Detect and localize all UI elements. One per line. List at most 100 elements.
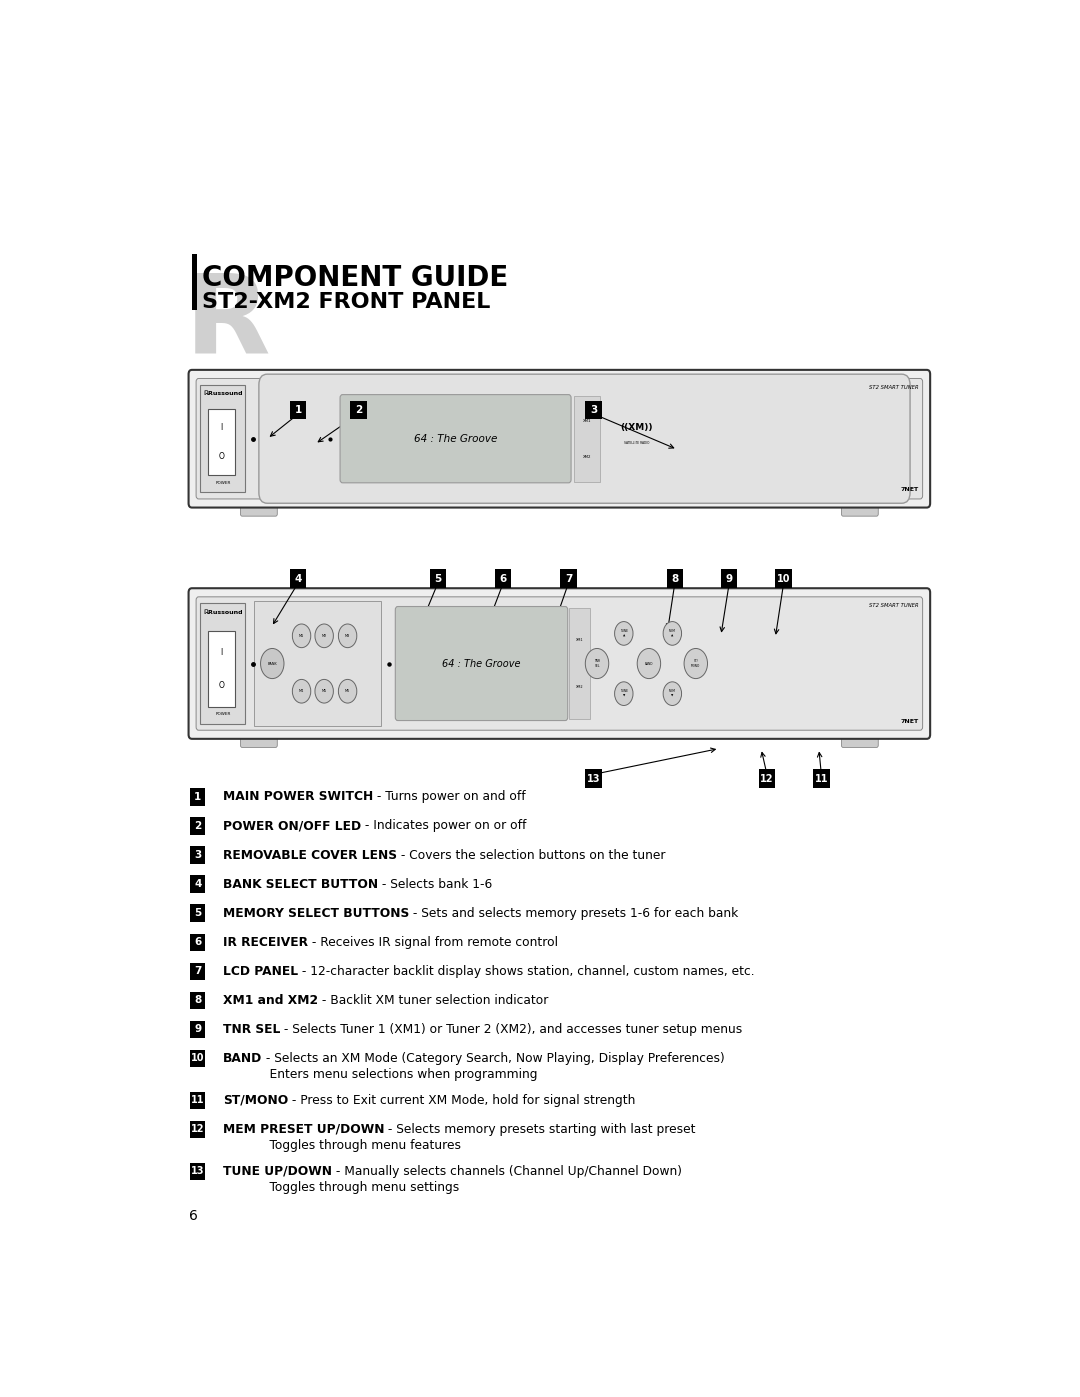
- Text: - Sets and selects memory presets 1-6 for each bank: - Sets and selects memory presets 1-6 fo…: [409, 907, 739, 919]
- Text: Toggles through menu settings: Toggles through menu settings: [222, 1180, 459, 1193]
- FancyBboxPatch shape: [190, 1049, 205, 1067]
- Text: TNR
SEL: TNR SEL: [594, 659, 600, 668]
- Text: XM1 and XM2: XM1 and XM2: [222, 993, 318, 1007]
- FancyBboxPatch shape: [189, 588, 930, 739]
- Text: ST2 SMART TUNER: ST2 SMART TUNER: [868, 604, 918, 608]
- FancyBboxPatch shape: [350, 401, 367, 419]
- Bar: [192, 254, 197, 310]
- FancyBboxPatch shape: [775, 570, 792, 588]
- FancyBboxPatch shape: [190, 904, 205, 922]
- Text: ((XM)): ((XM)): [620, 423, 652, 433]
- Circle shape: [585, 648, 609, 679]
- FancyBboxPatch shape: [759, 770, 775, 788]
- Text: - Selects bank 1-6: - Selects bank 1-6: [378, 877, 492, 890]
- Circle shape: [338, 679, 356, 703]
- Text: 4: 4: [295, 574, 302, 584]
- Text: ST/MONO: ST/MONO: [222, 1094, 288, 1106]
- Text: LCD PANEL: LCD PANEL: [222, 965, 298, 978]
- FancyBboxPatch shape: [190, 1162, 205, 1180]
- Text: 5: 5: [434, 574, 442, 584]
- Text: - Backlit XM tuner selection indicator: - Backlit XM tuner selection indicator: [318, 993, 549, 1007]
- Text: XM1: XM1: [576, 638, 583, 641]
- Text: - 12-character backlit display shows station, channel, custom names, etc.: - 12-character backlit display shows sta…: [298, 965, 755, 978]
- Text: 7NET: 7NET: [901, 488, 918, 493]
- Text: POWER ON/OFF LED: POWER ON/OFF LED: [222, 820, 361, 833]
- FancyBboxPatch shape: [561, 570, 577, 588]
- Text: POWER: POWER: [215, 481, 230, 485]
- FancyBboxPatch shape: [813, 770, 829, 788]
- Text: MEM
▼: MEM ▼: [669, 689, 676, 698]
- Circle shape: [315, 679, 334, 703]
- FancyBboxPatch shape: [190, 817, 205, 834]
- Text: M3: M3: [345, 634, 350, 638]
- Text: 2: 2: [194, 821, 201, 831]
- Circle shape: [260, 648, 284, 679]
- Text: O: O: [218, 453, 225, 461]
- Text: XM2: XM2: [583, 454, 591, 458]
- FancyBboxPatch shape: [573, 395, 600, 482]
- FancyBboxPatch shape: [395, 606, 568, 721]
- FancyBboxPatch shape: [190, 1021, 205, 1038]
- Text: 1: 1: [295, 405, 301, 415]
- Text: SATELLITE RADIO: SATELLITE RADIO: [623, 441, 649, 446]
- FancyBboxPatch shape: [721, 570, 738, 588]
- Text: - Manually selects channels (Channel Up/Channel Down): - Manually selects channels (Channel Up/…: [332, 1165, 681, 1178]
- Text: M4: M4: [299, 689, 305, 693]
- Text: 9: 9: [194, 1024, 201, 1034]
- Text: 64 : The Groove: 64 : The Groove: [443, 658, 521, 669]
- FancyBboxPatch shape: [190, 933, 205, 951]
- Text: 3: 3: [590, 405, 597, 415]
- Text: Enters menu selections when programming: Enters menu selections when programming: [222, 1067, 538, 1081]
- FancyBboxPatch shape: [841, 731, 878, 747]
- Text: 64 : The Groove: 64 : The Groove: [414, 433, 497, 444]
- Text: 6: 6: [189, 1210, 199, 1224]
- Text: 4: 4: [194, 879, 202, 888]
- Text: ℝRussound: ℝRussound: [204, 391, 243, 397]
- Text: - Receives IR signal from remote control: - Receives IR signal from remote control: [308, 936, 558, 949]
- Text: POWER: POWER: [215, 712, 230, 717]
- FancyBboxPatch shape: [291, 401, 307, 419]
- Text: - Selects memory presets starting with last preset: - Selects memory presets starting with l…: [384, 1123, 696, 1136]
- FancyBboxPatch shape: [207, 408, 234, 475]
- Text: BANK: BANK: [268, 662, 278, 665]
- FancyBboxPatch shape: [190, 876, 205, 893]
- Text: 10: 10: [777, 574, 791, 584]
- Text: M1: M1: [299, 634, 305, 638]
- Circle shape: [338, 624, 356, 648]
- Text: 13: 13: [191, 1166, 204, 1176]
- Text: I: I: [220, 423, 222, 432]
- Text: 1: 1: [194, 792, 201, 802]
- FancyBboxPatch shape: [259, 374, 910, 503]
- FancyBboxPatch shape: [190, 963, 205, 979]
- FancyBboxPatch shape: [241, 499, 278, 515]
- FancyBboxPatch shape: [585, 770, 602, 788]
- FancyBboxPatch shape: [200, 604, 245, 724]
- Text: MAIN POWER SWITCH: MAIN POWER SWITCH: [222, 791, 373, 803]
- Text: R: R: [186, 270, 271, 377]
- FancyBboxPatch shape: [495, 570, 512, 588]
- FancyBboxPatch shape: [197, 379, 922, 499]
- Circle shape: [637, 648, 661, 679]
- Circle shape: [315, 624, 334, 648]
- Text: 8: 8: [672, 574, 678, 584]
- Text: 12: 12: [760, 774, 773, 784]
- FancyBboxPatch shape: [190, 992, 205, 1009]
- Text: 8: 8: [194, 995, 201, 1006]
- Text: ST/
MONO: ST/ MONO: [691, 659, 701, 668]
- Text: 7: 7: [565, 574, 572, 584]
- Text: TUNE
▼: TUNE ▼: [620, 689, 627, 698]
- Text: MEM PRESET UP/DOWN: MEM PRESET UP/DOWN: [222, 1123, 384, 1136]
- Text: - Press to Exit current XM Mode, hold for signal strength: - Press to Exit current XM Mode, hold fo…: [288, 1094, 635, 1106]
- Text: 12: 12: [191, 1125, 204, 1134]
- Circle shape: [293, 624, 311, 648]
- Text: MEM
▲: MEM ▲: [669, 629, 676, 637]
- Text: 11: 11: [191, 1095, 204, 1105]
- FancyBboxPatch shape: [340, 394, 571, 483]
- FancyBboxPatch shape: [666, 570, 683, 588]
- Text: 6: 6: [194, 937, 201, 947]
- Text: 11: 11: [814, 774, 828, 784]
- Text: BAND: BAND: [222, 1052, 262, 1065]
- Text: XM1: XM1: [583, 419, 591, 423]
- Text: TUNE
▲: TUNE ▲: [620, 629, 627, 637]
- Circle shape: [293, 679, 311, 703]
